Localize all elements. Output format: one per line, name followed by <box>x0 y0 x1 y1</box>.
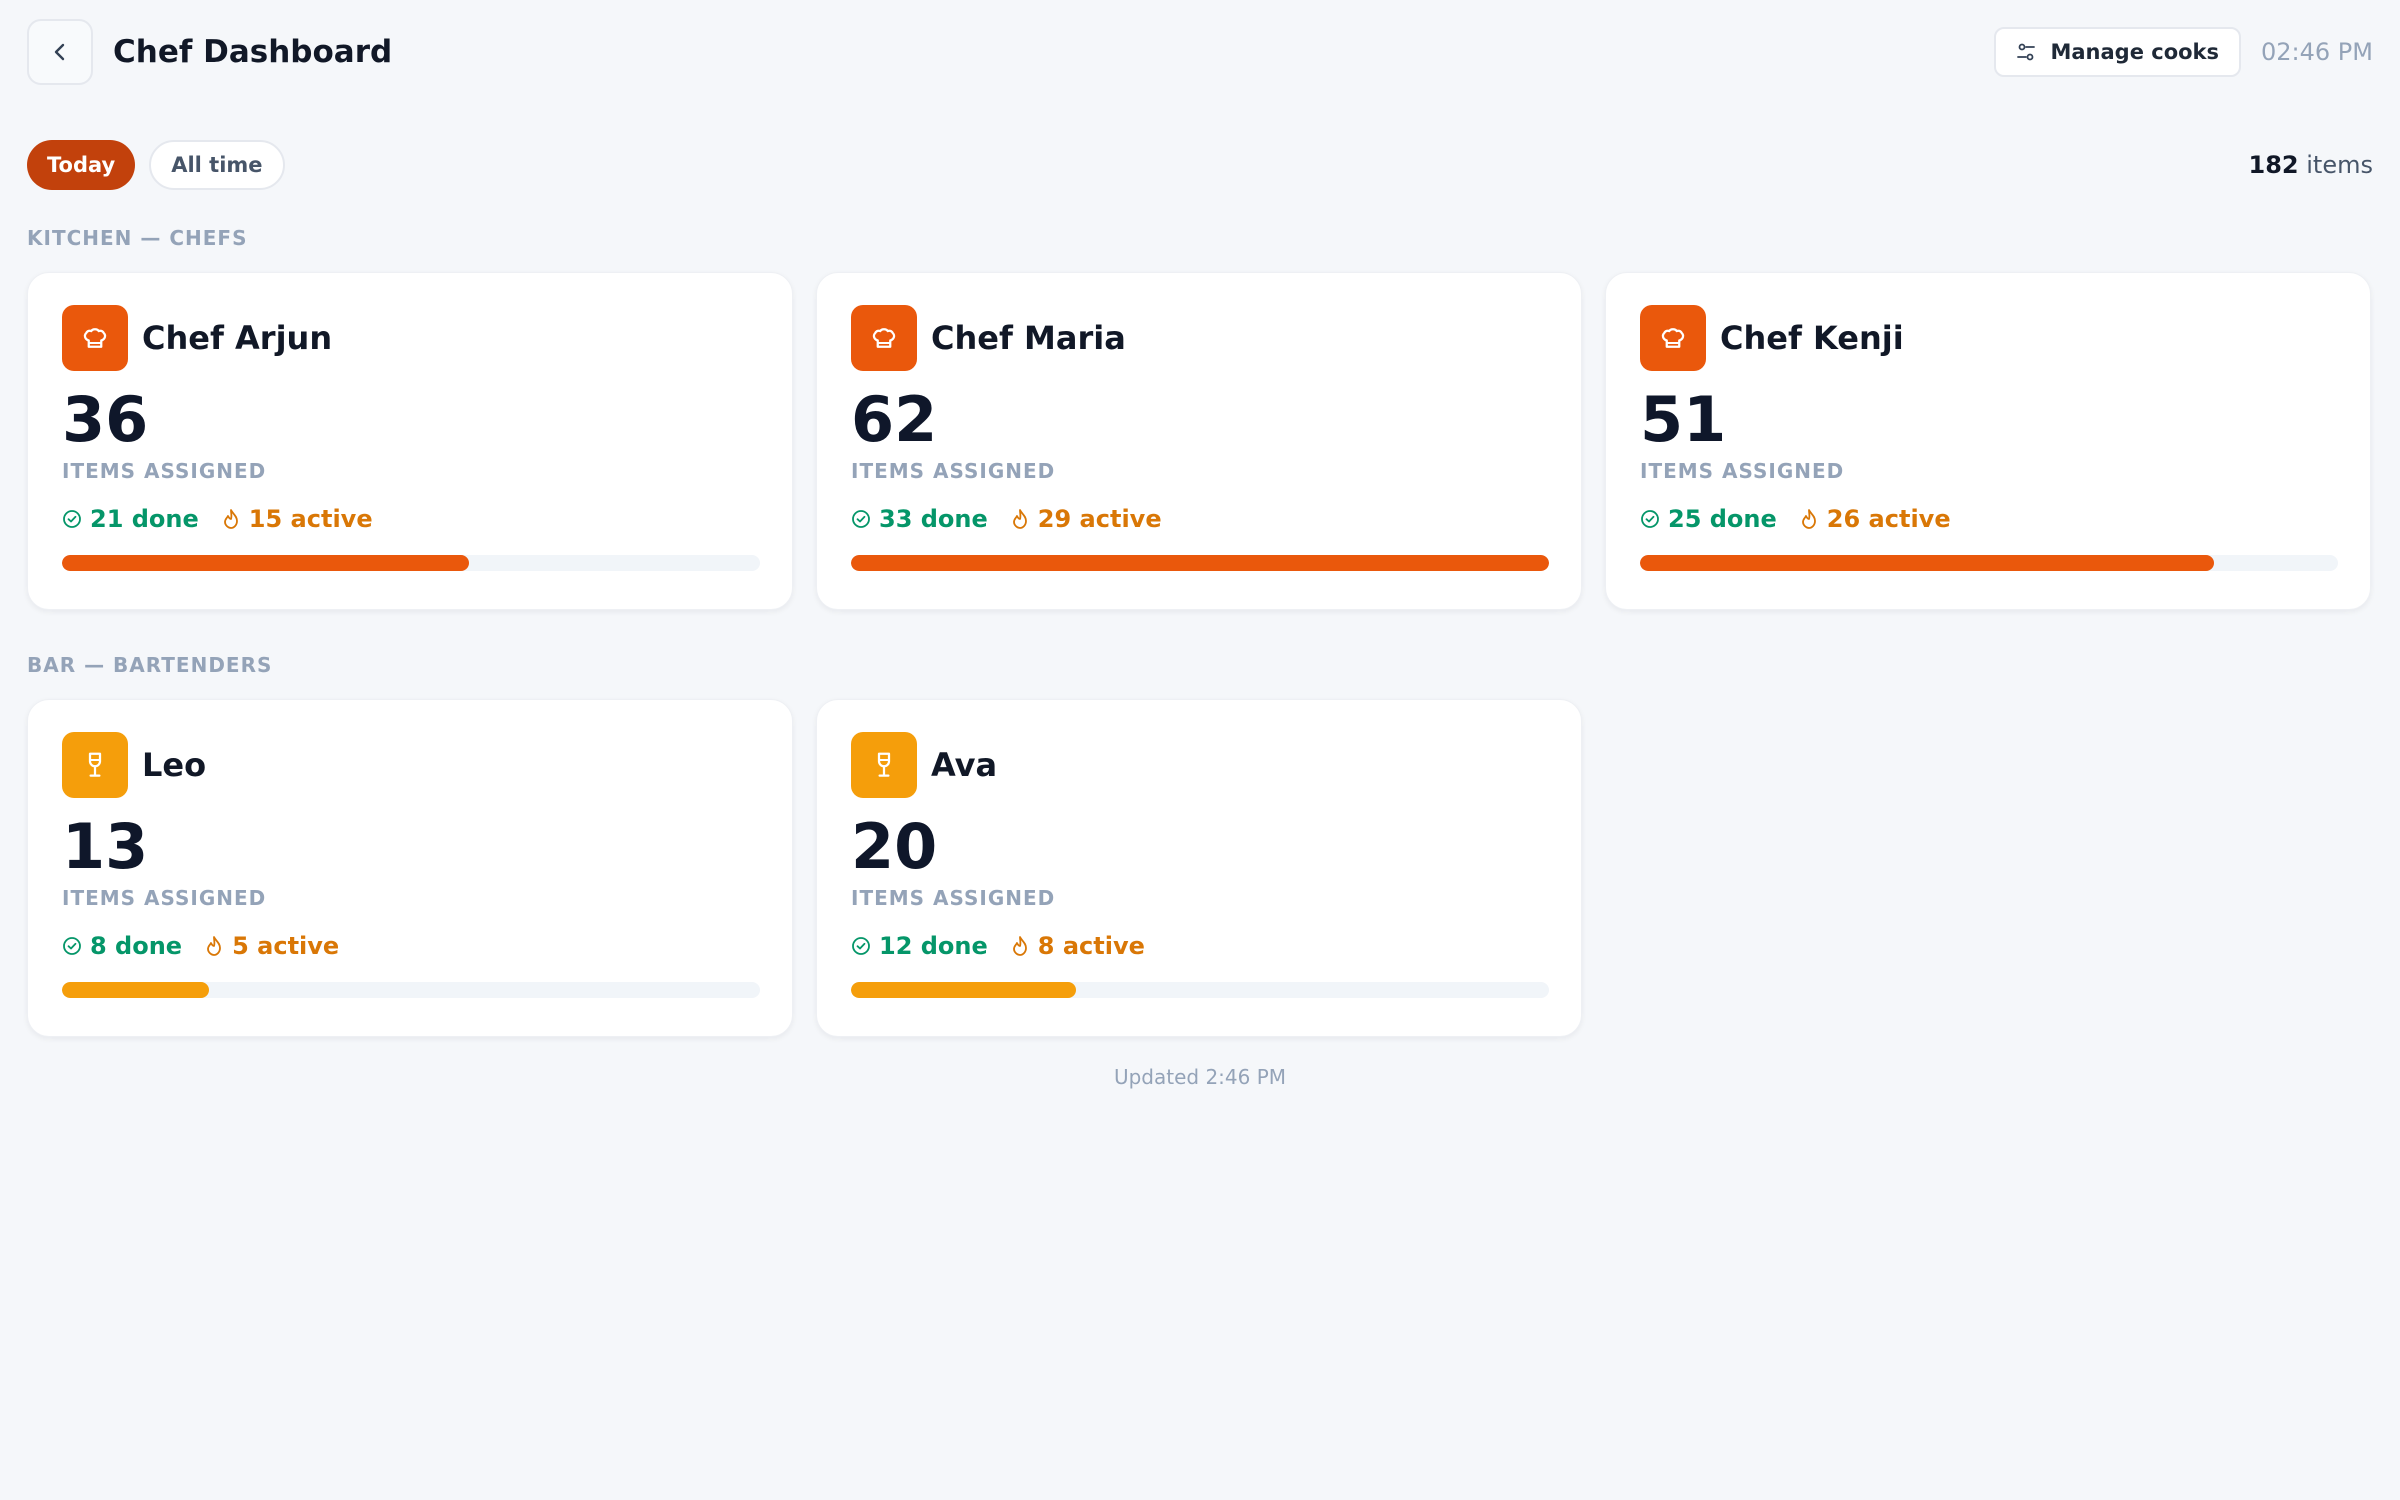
done-stat: 8 done <box>62 932 182 960</box>
header: Chef Dashboard Manage cooks 02:46 PM <box>27 19 2373 85</box>
chef-hat-icon <box>872 328 896 348</box>
wine-glass-icon <box>877 752 891 777</box>
progress-fill <box>851 555 1549 571</box>
bartender-avatar <box>851 732 917 798</box>
items-count: 20 <box>851 810 938 883</box>
chevron-left-icon <box>54 43 65 61</box>
bartender-avatar <box>62 732 128 798</box>
cook-name: Ava <box>931 746 998 784</box>
filter-today[interactable]: Today <box>27 140 136 190</box>
check-circle-icon <box>1641 510 1659 528</box>
cook-card[interactable]: Chef Maria 62 ITEMS ASSIGNED 33 done 29 … <box>816 272 1582 610</box>
cook-name: Chef Maria <box>931 319 1126 357</box>
check-circle-icon <box>63 937 81 955</box>
done-stat: 33 done <box>851 505 988 533</box>
total-count: 182 <box>2248 151 2299 179</box>
filter-all-time[interactable]: All time <box>149 140 285 190</box>
items-count: 51 <box>1640 383 1727 456</box>
header-actions: Manage cooks 02:46 PM <box>1994 27 2373 77</box>
items-count-label: ITEMS ASSIGNED <box>62 459 267 483</box>
done-label: 8 done <box>90 932 183 960</box>
active-stat: 8 active <box>1010 932 1145 960</box>
cook-card[interactable]: Chef Arjun 36 ITEMS ASSIGNED 21 done 15 … <box>27 272 793 610</box>
done-stat: 25 done <box>1640 505 1777 533</box>
flame-icon <box>1012 936 1027 956</box>
active-label: 5 active <box>232 932 340 960</box>
manage-cooks-label: Manage cooks <box>2050 40 2220 64</box>
active-label: 29 active <box>1037 505 1162 533</box>
chef-avatar <box>851 305 917 371</box>
progress-track <box>62 982 760 998</box>
section-label-bar: BAR — BARTENDERS <box>27 653 273 677</box>
section-label-kitchen: KITCHEN — CHEFS <box>27 226 248 250</box>
active-stat: 15 active <box>221 505 373 533</box>
active-label: 8 active <box>1037 932 1145 960</box>
chef-hat-icon <box>83 328 107 348</box>
done-stat: 12 done <box>851 932 988 960</box>
clock: 02:46 PM <box>2261 38 2373 66</box>
progress-track <box>851 555 1549 571</box>
progress-track <box>1640 555 2338 571</box>
total-items: 182 items <box>2249 151 2373 179</box>
active-stat: 29 active <box>1010 505 1162 533</box>
chef-avatar <box>62 305 128 371</box>
progress-fill <box>62 555 469 571</box>
done-stat: 21 done <box>62 505 199 533</box>
manage-cooks-button[interactable]: Manage cooks <box>1994 27 2242 77</box>
items-count-label: ITEMS ASSIGNED <box>1640 459 1845 483</box>
flame-icon <box>223 509 238 529</box>
progress-track <box>62 555 760 571</box>
items-count-label: ITEMS ASSIGNED <box>851 886 1056 910</box>
chef-avatar <box>1640 305 1706 371</box>
progress-fill <box>1640 555 2215 571</box>
active-stat: 5 active <box>204 932 339 960</box>
filter-row: Today All time 182 items <box>27 140 2373 190</box>
cook-name: Chef Arjun <box>142 319 333 357</box>
flame-icon <box>207 936 221 956</box>
sliders-icon <box>2017 43 2036 61</box>
wine-glass-icon <box>88 752 102 777</box>
items-count: 62 <box>851 383 938 456</box>
cook-card[interactable]: Chef Kenji 51 ITEMS ASSIGNED 25 done 26 … <box>1605 272 2371 610</box>
page-title: Chef Dashboard <box>113 34 393 70</box>
back-button[interactable] <box>27 19 93 85</box>
check-circle-icon <box>63 510 81 528</box>
cook-name: Chef Kenji <box>1720 319 1904 357</box>
active-label: 15 active <box>248 505 373 533</box>
progress-fill <box>62 982 209 998</box>
cook-card[interactable]: Leo 13 ITEMS ASSIGNED 8 done 5 active <box>27 699 793 1037</box>
total-suffix: items <box>2306 151 2373 179</box>
progress-fill <box>851 982 1077 998</box>
flame-icon <box>1012 509 1027 529</box>
done-label: 25 done <box>1668 505 1777 533</box>
cook-card[interactable]: Ava 20 ITEMS ASSIGNED 12 done 8 active <box>816 699 1582 1037</box>
done-label: 21 done <box>90 505 199 533</box>
items-count-label: ITEMS ASSIGNED <box>851 459 1056 483</box>
updated-timestamp: Updated 2:46 PM <box>1113 1065 1287 1089</box>
check-circle-icon <box>852 510 870 528</box>
chef-hat-icon <box>1661 328 1685 348</box>
active-stat: 26 active <box>1799 505 1951 533</box>
items-count: 13 <box>62 810 149 883</box>
items-count: 36 <box>62 383 149 456</box>
check-circle-icon <box>852 937 870 955</box>
active-label: 26 active <box>1826 505 1951 533</box>
flame-icon <box>1801 509 1816 529</box>
progress-track <box>851 982 1549 998</box>
items-count-label: ITEMS ASSIGNED <box>62 886 267 910</box>
cook-name: Leo <box>142 746 207 784</box>
done-label: 33 done <box>879 505 988 533</box>
done-label: 12 done <box>879 932 988 960</box>
